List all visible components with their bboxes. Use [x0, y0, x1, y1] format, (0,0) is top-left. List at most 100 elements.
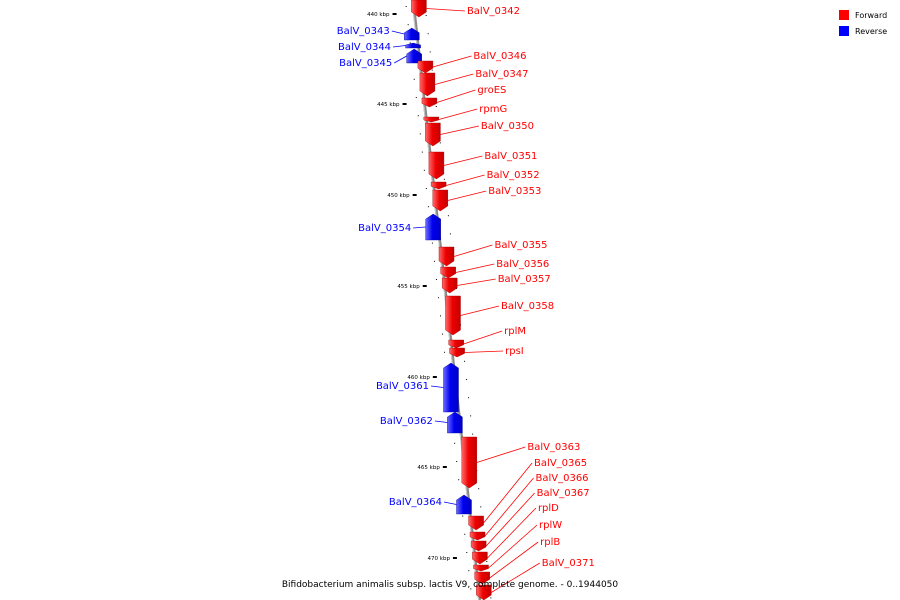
scale-tick-label: 440 kbp [367, 12, 390, 18]
gene-arrow [469, 531, 486, 541]
gene-label: rplM [504, 326, 526, 337]
gene-leader-line [443, 501, 457, 505]
gene-label: BalV_0353 [488, 186, 541, 197]
gene-leader-line [436, 89, 476, 103]
gene-label: BalV_0357 [498, 274, 551, 285]
caption: Bifidobacterium animalis subsp. lactis V… [282, 580, 619, 590]
gene-arrow [423, 116, 439, 123]
gene-leader-line [484, 477, 534, 537]
gene-leader-line [487, 507, 537, 559]
gene-leader-line [445, 174, 485, 186]
gene-arrow [474, 571, 490, 585]
gene-label: BalV_0358 [501, 301, 554, 312]
gene-arrow [438, 246, 455, 267]
gene-label: BalV_0343 [337, 26, 390, 37]
scale-tick-label: 455 kbp [397, 284, 420, 290]
gene-label: groES [477, 85, 506, 96]
gene-leader-line [457, 278, 496, 286]
minor-tick-right [439, 142, 441, 144]
scale-tick-label: 450 kbp [387, 193, 410, 199]
minor-tick-left [458, 479, 460, 481]
minor-tick-right [429, 51, 431, 53]
gene-label: rplB [540, 537, 560, 548]
minor-tick-left [440, 315, 442, 317]
scale-tick-label: 445 kbp [377, 102, 400, 108]
gene-features [404, 0, 492, 600]
gene-leader-line [432, 55, 472, 68]
gene-label: BalV_0355 [494, 240, 547, 251]
gene-label: BalV_0367 [537, 488, 590, 499]
scale-tick-mark [442, 466, 447, 468]
minor-tick-right [447, 215, 449, 217]
gene-leader-line [394, 55, 407, 64]
gene-label: rpsI [505, 346, 524, 357]
minor-tick-left [462, 515, 464, 517]
gene-leader-line [460, 305, 500, 316]
gene-arrow [473, 564, 489, 572]
gene-label: BalV_0346 [473, 51, 526, 62]
minor-tick-right [435, 106, 437, 107]
minor-tick-right [466, 379, 468, 380]
scale-tick-mark [432, 376, 437, 378]
minor-tick-left [423, 169, 425, 171]
minor-tick-left [456, 461, 458, 462]
gene-label: rpmG [479, 104, 507, 115]
gene-label: BalV_0342 [467, 6, 520, 17]
legend-label-forward: Forward [855, 11, 887, 20]
scale-tick-label: 460 kbp [407, 375, 430, 381]
gene-leader-line [434, 420, 448, 423]
minor-tick-right [443, 178, 445, 180]
gene-labels: BalV_0342 BalV_0343 BalV_0344 BalV_0345 BalV… [337, 6, 595, 593]
minor-tick-left [466, 552, 468, 553]
gene-arrow [472, 551, 488, 565]
gene-leader-line [491, 562, 540, 593]
minor-tick-left [454, 442, 456, 444]
gene-arrow [461, 436, 477, 489]
scale-tick-label: 465 kbp [417, 465, 440, 471]
gene-label: BalV_0352 [487, 170, 540, 181]
gene-label: BalV_0345 [339, 58, 392, 69]
minor-tick-right [480, 506, 482, 508]
gene-leader-line [413, 226, 426, 229]
minor-tick-left [468, 570, 470, 572]
minor-tick-right [470, 415, 472, 417]
minor-tick-left [405, 6, 407, 7]
gene-label: BalV_0344 [338, 42, 391, 53]
gene-leader-line [447, 190, 487, 201]
gene-arrow [448, 339, 464, 349]
minor-tick-left [419, 133, 421, 135]
gene-arrow [419, 72, 436, 97]
gene-leader-line [463, 330, 503, 345]
legend-label-reverse: Reverse [855, 27, 887, 36]
gene-arrow [406, 48, 422, 64]
gene-arrow [405, 42, 421, 49]
scale-tick-mark [452, 557, 457, 559]
gene-arrow [432, 189, 448, 212]
gene-leader-line [391, 30, 405, 35]
scale-tick-label: 470 kbp [428, 556, 451, 562]
gene-arrow [476, 584, 492, 600]
scale-tick-mark [422, 285, 427, 287]
scale-tick-mark [392, 13, 397, 15]
gene-label: BalV_0356 [496, 259, 549, 270]
gene-leader-line [488, 524, 538, 569]
gene-leader-line [440, 125, 480, 135]
gene-leader-line [430, 385, 444, 388]
minor-tick-left [407, 24, 409, 26]
gene-leader-line [393, 45, 406, 48]
gene-label: BalV_0350 [481, 121, 534, 132]
legend-swatch-forward [839, 10, 849, 20]
gene-leader-line [426, 8, 465, 12]
gene-arrow [417, 60, 434, 74]
minor-tick-left [437, 297, 439, 299]
gene-label: BalV_0371 [542, 558, 595, 569]
gene-label: rplW [539, 520, 562, 531]
gene-arrow [470, 540, 487, 552]
gene-arrow [440, 266, 456, 279]
gene-label: BalV_0366 [535, 473, 588, 484]
scale-tick-mark [402, 103, 407, 105]
minor-tick-right [425, 15, 427, 16]
gene-label: BalV_0361 [376, 381, 429, 392]
minor-tick-left [427, 206, 429, 208]
